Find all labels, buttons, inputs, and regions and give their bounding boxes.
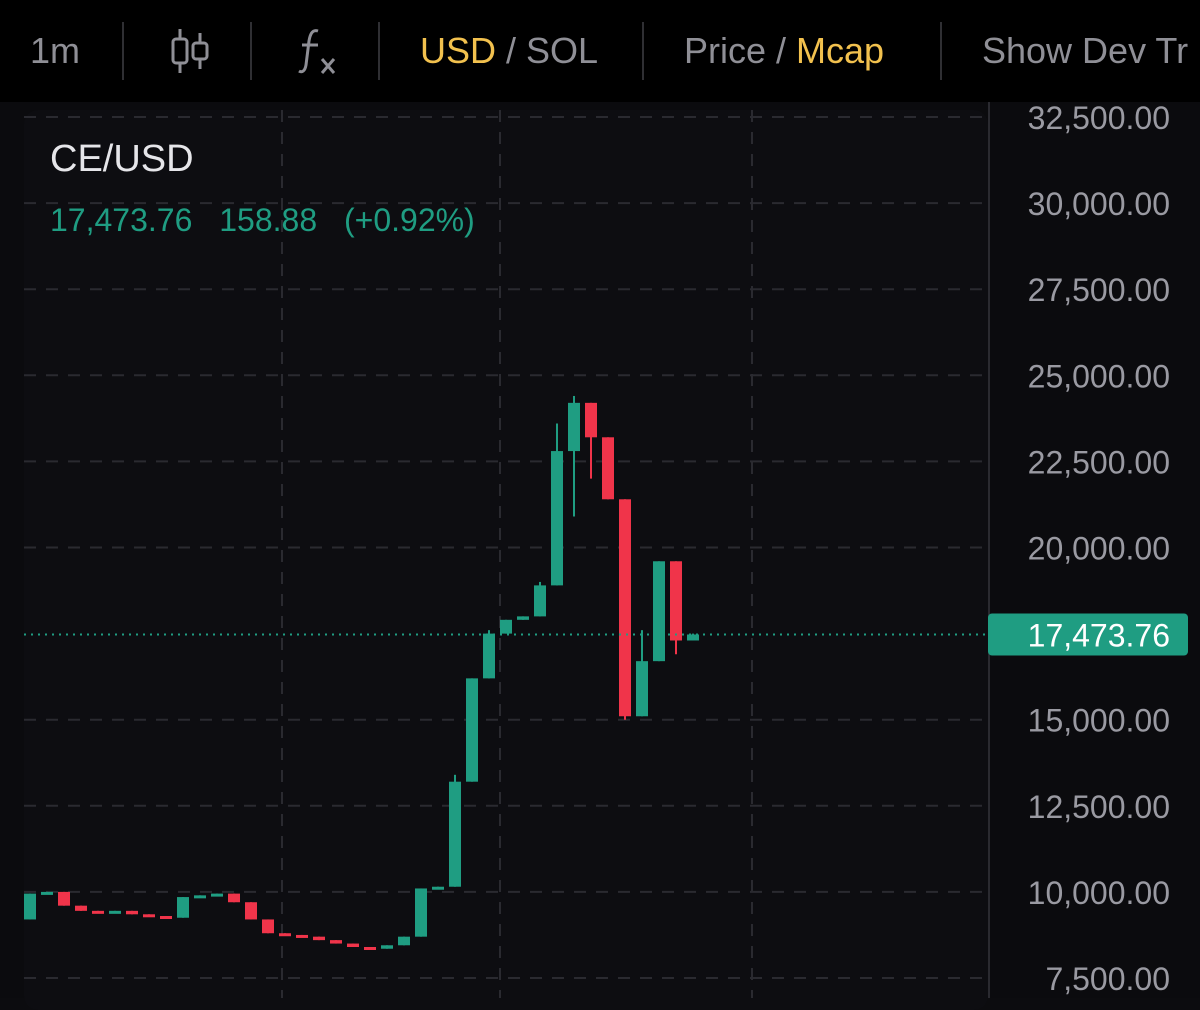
- candle-body: [75, 905, 87, 911]
- candle-body: [262, 919, 274, 934]
- candle-body: [381, 945, 393, 949]
- candle-body: [551, 451, 563, 586]
- metric-price-option[interactable]: Price: [684, 30, 767, 71]
- candle-body: [364, 947, 376, 951]
- toolbar-divider: [940, 22, 942, 80]
- last-price-tag-label: 17,473.76: [1028, 618, 1170, 654]
- candle-body: [177, 897, 189, 918]
- candle-body: [143, 914, 155, 918]
- candle-body: [585, 402, 597, 438]
- symbol-title: CE/USD: [50, 138, 194, 180]
- candle-body: [636, 661, 648, 717]
- candle-body: [109, 910, 121, 914]
- show-dev-trades-label: Show Dev Tr: [982, 30, 1189, 71]
- y-tick-label: 22,500.00: [1028, 444, 1170, 480]
- candle-type-button[interactable]: [168, 0, 212, 102]
- grid: [24, 110, 988, 998]
- candle-body: [24, 893, 36, 920]
- currency-usd-option[interactable]: USD: [420, 30, 497, 71]
- candle-body: [347, 943, 359, 948]
- currency-toggle[interactable]: USD / SOL: [420, 0, 598, 102]
- price-legend: 17,473.76 158.88 (+0.92%): [50, 202, 493, 239]
- show-dev-trades-button[interactable]: Show Dev Tr: [982, 0, 1188, 102]
- candle-body: [534, 585, 546, 617]
- candle-body: [211, 893, 223, 897]
- candle-body: [517, 616, 529, 620]
- change-value: 158.88: [219, 202, 318, 238]
- candle-body: [568, 402, 580, 452]
- candles: [24, 395, 699, 951]
- candle-body: [415, 888, 427, 937]
- candlestick-icon: [171, 29, 209, 73]
- candle-body: [228, 893, 240, 903]
- candle-body: [687, 634, 699, 641]
- y-tick-label: 27,500.00: [1028, 272, 1170, 308]
- candle-body: [602, 437, 614, 500]
- last-price-tag: [988, 613, 1188, 656]
- indicators-button[interactable]: [296, 0, 338, 102]
- interval-label: 1m: [30, 30, 81, 71]
- chart-toolbar: 1m USD / SOL Price / Mcap Show Dev Tr: [0, 0, 1200, 102]
- candle-body: [126, 910, 138, 915]
- candle-body: [670, 561, 682, 641]
- y-tick-label: 10,000.00: [1028, 875, 1170, 911]
- metric-toggle[interactable]: Price / Mcap: [684, 0, 884, 102]
- candle-body: [619, 499, 631, 717]
- y-axis: 32,500.00 30,000.00 27,500.00 25,000.00 22,5…: [988, 100, 1188, 998]
- y-tick-label: 20,000.00: [1028, 531, 1170, 567]
- candle-body: [160, 916, 172, 920]
- chart-area[interactable]: [0, 102, 1200, 1010]
- candle-body: [58, 891, 70, 906]
- candle-body: [330, 940, 342, 944]
- candle-body: [466, 678, 478, 782]
- candle-body: [296, 934, 308, 938]
- candle-body: [653, 561, 665, 662]
- candle-body: [279, 933, 291, 937]
- candle-body: [398, 936, 410, 946]
- interval-button[interactable]: 1m: [30, 0, 80, 102]
- toolbar-divider: [378, 22, 380, 80]
- y-tick-label: 30,000.00: [1028, 186, 1170, 222]
- candle-body: [194, 895, 206, 899]
- y-tick-label: 32,500.00: [1028, 100, 1170, 136]
- y-tick-label: 12,500.00: [1028, 789, 1170, 825]
- candle-body: [92, 910, 104, 914]
- y-tick-label: 15,000.00: [1028, 703, 1170, 739]
- candle-body: [449, 781, 461, 887]
- change-percent-value: (+0.92%): [344, 202, 475, 238]
- candle-body: [245, 902, 257, 920]
- toolbar-divider: [250, 22, 252, 80]
- metric-separator: /: [776, 30, 787, 71]
- candle-body: [432, 886, 444, 890]
- currency-separator: /: [506, 30, 517, 71]
- candle-body: [500, 619, 512, 634]
- last-price-value: 17,473.76: [50, 202, 193, 238]
- plot-panel[interactable]: [24, 110, 988, 1010]
- candle-body: [41, 891, 53, 895]
- metric-mcap-option[interactable]: Mcap: [796, 30, 885, 71]
- toolbar-divider: [122, 22, 124, 80]
- y-tick-label: 25,000.00: [1028, 358, 1170, 394]
- toolbar-divider: [642, 22, 644, 80]
- candle-body: [483, 633, 495, 679]
- y-tick-label: 7,500.00: [1045, 961, 1170, 997]
- function-icon: [298, 29, 336, 74]
- currency-sol-option[interactable]: SOL: [526, 30, 599, 71]
- candle-body: [313, 936, 325, 941]
